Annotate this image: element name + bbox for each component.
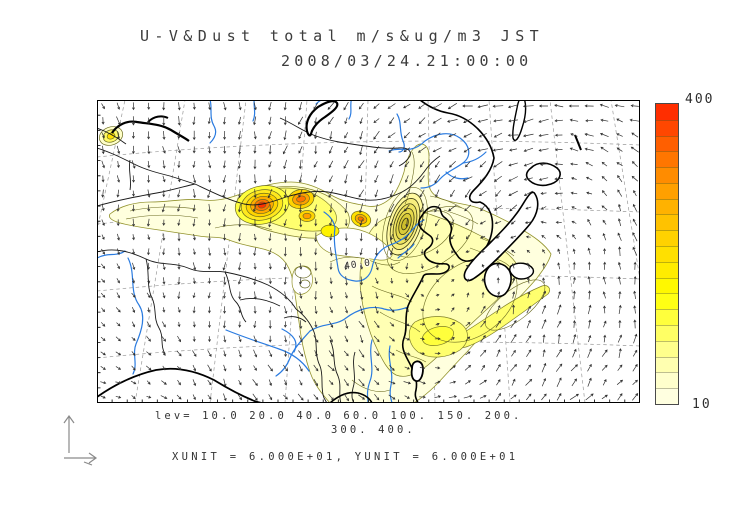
- colorbar-segment: [656, 214, 678, 231]
- contour-value-label: 40.0: [344, 257, 372, 272]
- map-panel: 40.0: [97, 100, 640, 403]
- colorbar-segment: [656, 230, 678, 247]
- figure-timestamp: 2008/03/24.21:00:00: [281, 52, 533, 70]
- contour-levels-line2: 300. 400.: [331, 424, 416, 436]
- colorbar-segment: [656, 182, 678, 199]
- colorbar-segment: [656, 261, 678, 278]
- frame-ticks: [97, 114, 626, 403]
- colorbar-min-label: 10: [692, 397, 712, 412]
- colorbar-segment: [656, 277, 678, 294]
- dust-map: 40.0: [97, 100, 640, 403]
- colorbar-segment: [656, 246, 678, 262]
- vector-scale-arrows: [63, 414, 98, 466]
- colorbar-segment: [656, 104, 678, 120]
- y-scale-arrow: [63, 414, 75, 453]
- wind-vectors: [100, 102, 640, 402]
- coastlines: [97, 100, 582, 403]
- dust-cores: [98, 126, 372, 289]
- colorbar-segment: [656, 293, 678, 310]
- colorbar-max-label: 400: [685, 92, 715, 107]
- colorbar-segment: [656, 151, 678, 168]
- colorbar-segment: [656, 388, 678, 404]
- colorbar-segment: [656, 356, 678, 373]
- colorbar: [655, 103, 679, 405]
- colorbar-segment: [656, 135, 678, 152]
- dense-plume: [382, 187, 474, 274]
- colorbar-segment: [656, 340, 678, 357]
- colorbar-segment: [656, 309, 678, 325]
- figure-title: U-V&Dust total m/s&ug/m3 JST: [140, 27, 545, 45]
- colorbar-segment: [656, 372, 678, 389]
- contour-levels-line1: lev= 10.0 20.0 40.0 60.0 100. 150. 200.: [155, 410, 523, 422]
- rivers: [97, 100, 487, 403]
- map-frame: [97, 100, 640, 403]
- colorbar-segment: [656, 198, 678, 215]
- grid-units-line: XUNIT = 6.000E+01, YUNIT = 6.000E+01: [172, 451, 519, 463]
- colorbar-segment: [656, 324, 678, 341]
- x-scale-arrow: [64, 452, 98, 466]
- colorbar-segment: [656, 119, 678, 136]
- colorbar-segment: [656, 167, 678, 183]
